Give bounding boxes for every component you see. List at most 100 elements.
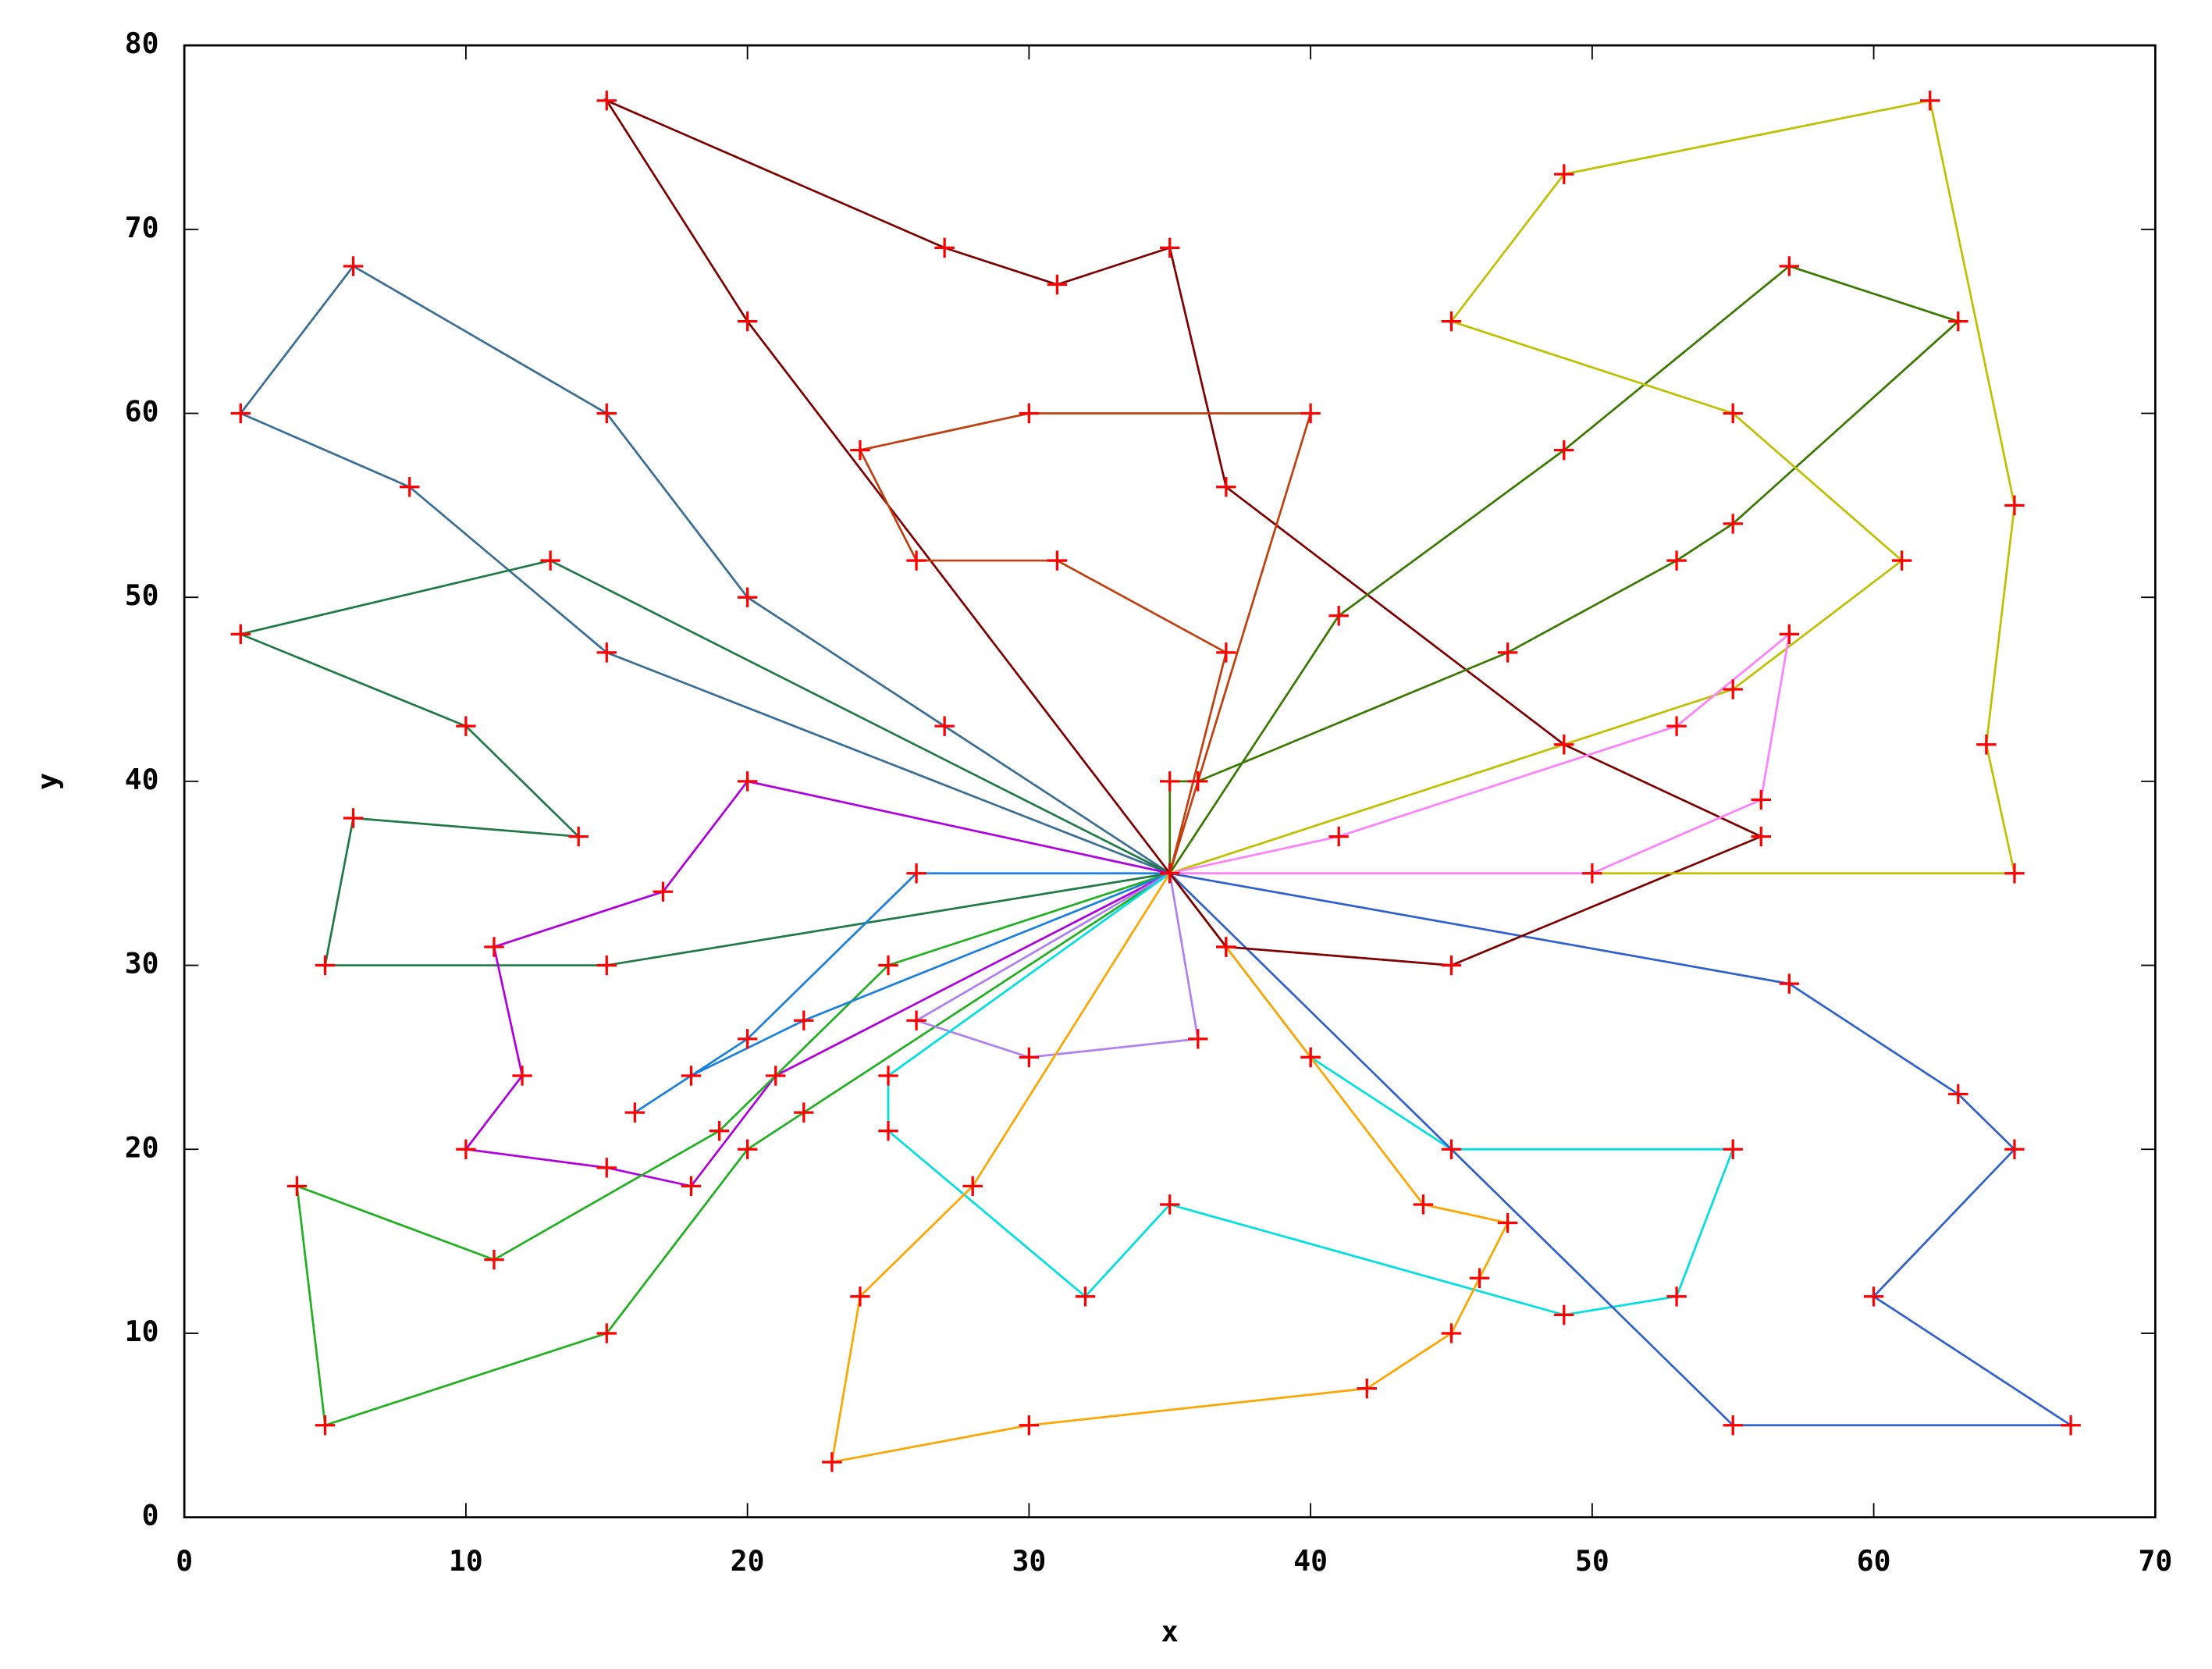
point-marker xyxy=(512,1066,532,1086)
route-line xyxy=(464,780,1171,1187)
point-marker xyxy=(624,1102,645,1123)
point-marker xyxy=(568,826,589,847)
point-marker xyxy=(1582,863,1602,884)
point-marker xyxy=(1300,403,1321,424)
point-marker xyxy=(1666,716,1687,736)
point-marker xyxy=(1357,1378,1377,1399)
point-marker xyxy=(906,863,926,884)
route-line xyxy=(295,872,1171,1427)
point-marker xyxy=(1554,164,1574,184)
point-marker xyxy=(1948,311,1968,332)
y-tick-label: 10 xyxy=(125,1315,159,1348)
route-line xyxy=(236,559,1171,966)
x-tick-label: 20 xyxy=(731,1544,765,1578)
point-marker xyxy=(596,955,617,976)
point-marker xyxy=(934,237,955,258)
point-marker xyxy=(2004,495,2025,516)
point-marker xyxy=(794,1102,814,1123)
x-tick-label: 0 xyxy=(176,1544,193,1578)
point-marker xyxy=(1441,955,1462,976)
y-tick-label: 50 xyxy=(125,578,159,612)
point-marker xyxy=(1723,1415,1743,1436)
point-marker xyxy=(737,587,758,607)
point-marker xyxy=(1328,826,1349,847)
point-marker xyxy=(822,1452,842,1472)
point-marker xyxy=(1891,550,1912,571)
point-marker xyxy=(1751,789,1772,810)
point-marker xyxy=(1188,771,1208,792)
point-marker xyxy=(1666,1286,1687,1307)
y-axis-label: y xyxy=(31,773,65,790)
route-line xyxy=(239,265,1171,874)
point-marker xyxy=(343,808,364,828)
point-marker xyxy=(737,771,758,792)
point-marker xyxy=(1441,1323,1462,1343)
x-tick-label: 70 xyxy=(2138,1544,2172,1578)
route-line xyxy=(634,872,1171,1114)
point-marker xyxy=(230,403,251,424)
point-marker xyxy=(1779,973,1800,994)
point-marker xyxy=(484,937,504,957)
point-marker xyxy=(878,1120,898,1141)
point-marker xyxy=(596,642,617,663)
point-marker xyxy=(737,311,758,332)
point-marker xyxy=(1554,1304,1574,1326)
point-marker xyxy=(878,955,898,976)
y-tick-label: 0 xyxy=(142,1499,159,1532)
point-marker xyxy=(906,550,926,571)
point-marker xyxy=(1723,403,1743,424)
point-marker xyxy=(1554,439,1574,461)
point-marker xyxy=(343,256,364,276)
point-marker xyxy=(540,550,560,571)
point-marker xyxy=(1666,550,1687,571)
point-marker xyxy=(1723,679,1743,699)
point-marker xyxy=(766,1066,786,1086)
point-marker xyxy=(1751,826,1772,847)
point-marker xyxy=(1779,624,1800,645)
point-marker xyxy=(1554,735,1574,755)
point-marker xyxy=(1441,1139,1462,1159)
point-marker xyxy=(737,1029,758,1049)
y-tick-label: 30 xyxy=(125,947,159,980)
y-tick-label: 40 xyxy=(125,763,159,796)
point-marker xyxy=(681,1066,702,1086)
point-marker xyxy=(1976,735,1997,755)
point-marker xyxy=(878,1066,898,1086)
point-marker xyxy=(1216,937,1236,957)
point-marker xyxy=(1948,1084,1968,1105)
point-marker xyxy=(1328,606,1349,626)
point-marker xyxy=(906,1010,926,1030)
point-marker xyxy=(850,439,870,461)
x-tick-label: 60 xyxy=(1857,1544,1891,1578)
point-marker xyxy=(1019,1415,1040,1436)
point-marker xyxy=(794,1010,814,1030)
point-marker xyxy=(230,624,251,645)
point-marker xyxy=(456,716,476,736)
point-marker xyxy=(709,1120,730,1141)
point-marker xyxy=(1216,477,1236,497)
point-marker xyxy=(1723,514,1743,534)
point-marker xyxy=(1160,237,1180,258)
point-marker xyxy=(1188,1029,1208,1049)
route-line xyxy=(887,872,1735,1316)
point-marker xyxy=(1216,642,1236,663)
x-tick-label: 30 xyxy=(1012,1544,1047,1578)
point-marker xyxy=(681,1176,702,1197)
point-marker xyxy=(1779,256,1800,276)
x-axis-label: x xyxy=(1161,1615,1179,1649)
y-tick-label: 80 xyxy=(125,27,159,60)
point-marker xyxy=(934,716,955,736)
point-marker xyxy=(962,1176,983,1197)
point-marker xyxy=(456,1139,476,1159)
point-marker xyxy=(1075,1286,1096,1307)
point-marker xyxy=(1160,771,1180,792)
point-marker xyxy=(1300,1047,1321,1068)
y-tick-label: 20 xyxy=(125,1130,159,1164)
point-marker xyxy=(1160,1194,1180,1215)
point-marker xyxy=(1863,1286,1884,1307)
point-marker xyxy=(737,1139,758,1159)
route-line xyxy=(603,98,1764,966)
point-marker xyxy=(1019,1047,1040,1068)
point-marker xyxy=(1441,311,1462,332)
point-marker xyxy=(596,1158,617,1178)
